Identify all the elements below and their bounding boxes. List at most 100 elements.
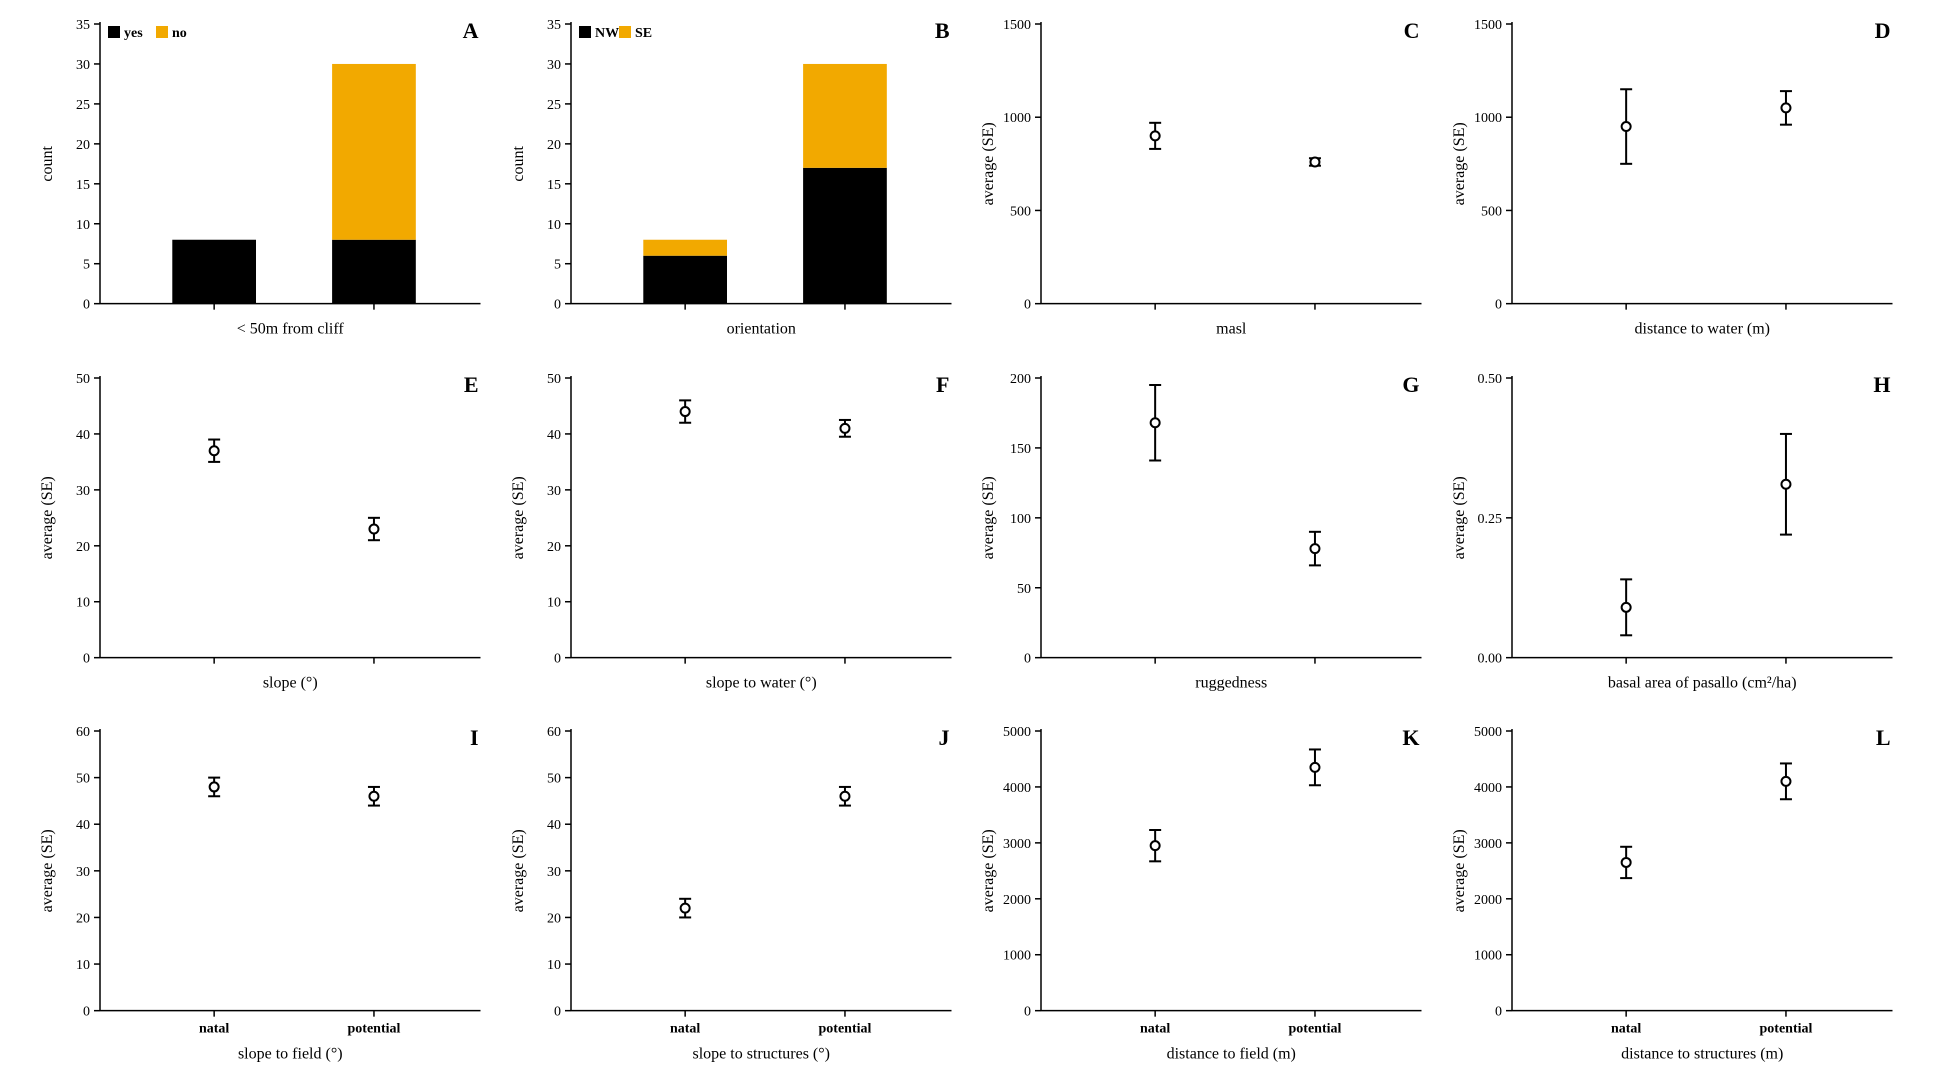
- y-axis-title: count: [510, 146, 527, 182]
- y-tick-label: 20: [547, 912, 561, 927]
- y-tick-label: 40: [76, 819, 90, 834]
- panel-J: 0102030405060average (SE)slope to struct…: [501, 717, 972, 1071]
- y-tick-label: 0: [83, 651, 90, 666]
- panel-svg-H: 0.000.250.50average (SE)basal area of pa…: [1442, 364, 1913, 718]
- legend-label: NW: [595, 26, 619, 41]
- panel-I: 0102030405060average (SE)slope to field …: [30, 717, 501, 1071]
- y-tick-label: 5000: [1003, 725, 1031, 740]
- x-axis-title: masl: [1216, 321, 1247, 338]
- y-tick-label: 50: [547, 772, 561, 787]
- x-axis-title: basal area of pasallo (cm²/ha): [1607, 674, 1796, 691]
- y-tick-label: 10: [76, 218, 90, 233]
- panel-letter: I: [470, 725, 479, 750]
- x-axis-title: slope to water (°): [705, 674, 816, 691]
- category-label: potential: [348, 1022, 401, 1037]
- data-marker: [680, 904, 689, 913]
- y-tick-label: 0: [1024, 298, 1031, 313]
- y-axis-title: average (SE): [1451, 122, 1468, 205]
- legend-label: SE: [635, 26, 652, 41]
- y-tick-label: 500: [1010, 204, 1031, 219]
- y-tick-label: 200: [1010, 372, 1031, 387]
- data-marker: [680, 407, 689, 416]
- data-marker: [210, 446, 219, 455]
- y-tick-label: 35: [76, 18, 90, 33]
- y-tick-label: 0.25: [1477, 511, 1502, 526]
- legend-swatch: [156, 26, 168, 38]
- y-tick-label: 50: [1017, 581, 1031, 596]
- y-tick-label: 30: [547, 484, 561, 499]
- data-marker: [1621, 858, 1630, 867]
- panel-K: 010002000300040005000average (SE)distanc…: [971, 717, 1442, 1071]
- x-axis-title: slope to structures (°): [692, 1046, 829, 1063]
- data-marker: [840, 792, 849, 801]
- y-tick-label: 0: [1495, 1005, 1502, 1020]
- y-tick-label: 20: [76, 912, 90, 927]
- panel-letter: H: [1873, 372, 1890, 397]
- y-tick-label: 0: [1024, 1005, 1031, 1020]
- data-marker: [840, 423, 849, 432]
- data-marker: [210, 783, 219, 792]
- panel-E: 01020304050average (SE)slope (°)E: [30, 364, 501, 718]
- panel-letter: J: [938, 725, 949, 750]
- y-tick-label: 10: [76, 595, 90, 610]
- panel-letter: E: [464, 372, 479, 397]
- bar-segment-SE: [803, 64, 887, 168]
- y-tick-label: 30: [547, 865, 561, 880]
- y-tick-label: 10: [547, 218, 561, 233]
- data-marker: [369, 792, 378, 801]
- data-marker: [1781, 777, 1790, 786]
- y-tick-label: 0: [1495, 298, 1502, 313]
- y-axis-title: average (SE): [39, 476, 56, 559]
- panel-letter: K: [1402, 725, 1419, 750]
- category-label: natal: [1140, 1022, 1170, 1037]
- y-tick-label: 60: [76, 725, 90, 740]
- y-tick-label: 5: [554, 258, 561, 273]
- x-axis-title: slope (°): [263, 674, 318, 691]
- y-tick-label: 10: [76, 958, 90, 973]
- data-marker: [1310, 763, 1319, 772]
- legend-label: yes: [124, 26, 143, 41]
- y-tick-label: 0: [83, 298, 90, 313]
- panel-svg-J: 0102030405060average (SE)slope to struct…: [501, 717, 972, 1071]
- panel-svg-B: 05101520253035countorientationBNWSE: [501, 10, 972, 364]
- y-tick-label: 1000: [1003, 949, 1031, 964]
- y-tick-label: 15: [76, 178, 90, 193]
- bar-segment-SE: [643, 240, 727, 256]
- panel-letter: A: [463, 18, 479, 43]
- legend-swatch: [619, 26, 631, 38]
- panel-letter: F: [936, 372, 949, 397]
- category-label: natal: [199, 1022, 229, 1037]
- panel-letter: B: [934, 18, 949, 43]
- data-marker: [1621, 602, 1630, 611]
- x-axis-title: slope to field (°): [238, 1046, 343, 1063]
- y-tick-label: 50: [76, 772, 90, 787]
- panel-A: 05101520253035count< 50m from cliffAyesn…: [30, 10, 501, 364]
- category-label: potential: [1759, 1022, 1812, 1037]
- y-tick-label: 25: [547, 98, 561, 113]
- panel-L: 010002000300040005000average (SE)distanc…: [1442, 717, 1913, 1071]
- panel-svg-F: 01020304050average (SE)slope to water (°…: [501, 364, 972, 718]
- category-label: potential: [1289, 1022, 1342, 1037]
- category-label: natal: [669, 1022, 699, 1037]
- y-tick-label: 0.50: [1477, 372, 1502, 387]
- panel-svg-A: 05101520253035count< 50m from cliffAyesn…: [30, 10, 501, 364]
- panel-svg-D: 050010001500average (SE)distance to wate…: [1442, 10, 1913, 364]
- y-tick-label: 1000: [1474, 949, 1502, 964]
- panel-H: 0.000.250.50average (SE)basal area of pa…: [1442, 364, 1913, 718]
- figure-grid: 05101520253035count< 50m from cliffAyesn…: [0, 0, 1942, 1081]
- data-marker: [1781, 479, 1790, 488]
- panel-B: 05101520253035countorientationBNWSE: [501, 10, 972, 364]
- y-tick-label: 2000: [1474, 893, 1502, 908]
- y-tick-label: 0: [1024, 651, 1031, 666]
- y-tick-label: 10: [547, 595, 561, 610]
- bar-segment-yes: [172, 240, 256, 304]
- panel-C: 050010001500average (SE)maslC: [971, 10, 1442, 364]
- y-tick-label: 15: [547, 178, 561, 193]
- y-tick-label: 20: [76, 138, 90, 153]
- y-tick-label: 0.00: [1477, 651, 1502, 666]
- legend-label: no: [172, 26, 187, 41]
- panel-letter: C: [1404, 18, 1420, 43]
- y-tick-label: 25: [76, 98, 90, 113]
- data-marker: [1621, 122, 1630, 131]
- x-axis-title: orientation: [726, 321, 795, 338]
